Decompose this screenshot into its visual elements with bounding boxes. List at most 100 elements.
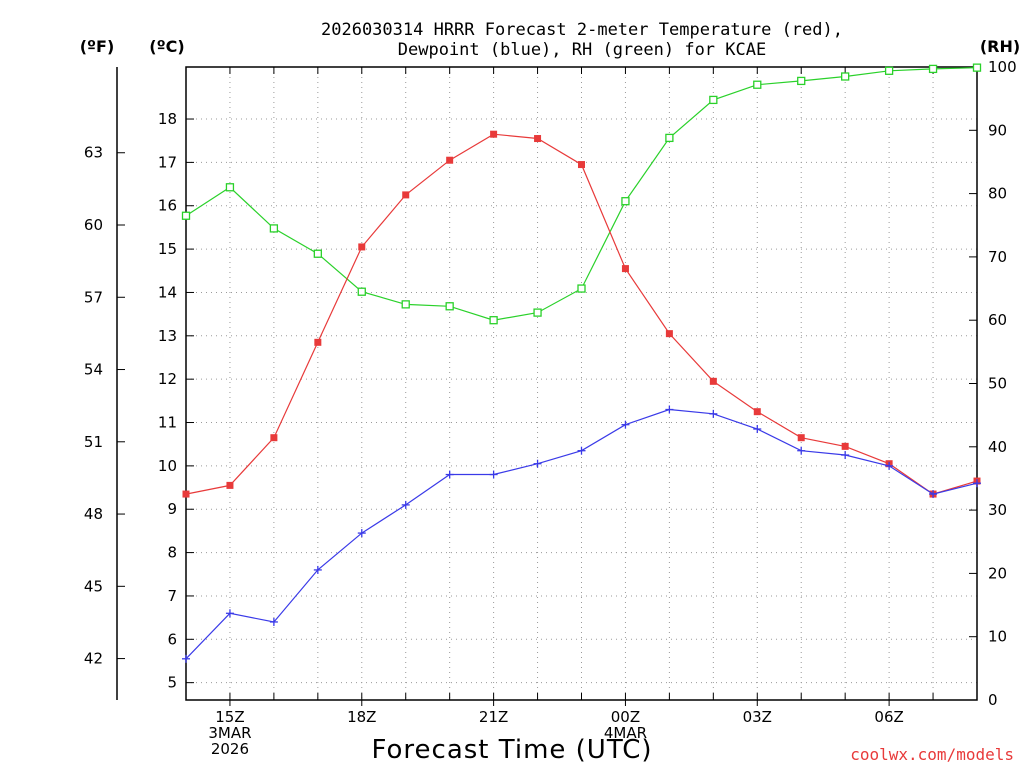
rh-point — [357, 287, 366, 296]
x-tick-label: 03Z — [743, 708, 772, 726]
data-series — [181, 63, 982, 663]
x-tick-label: 21Z — [479, 708, 508, 726]
temperature-point — [621, 265, 629, 273]
credit-text: coolwx.com/models — [850, 745, 1014, 764]
temperature-line — [185, 133, 978, 495]
rh-point — [884, 66, 894, 75]
x-tick-label: 00Z — [611, 708, 640, 726]
temperature-point — [182, 490, 190, 498]
rh-point — [841, 72, 850, 81]
celsius-tick-label: 12 — [158, 370, 177, 388]
dewpoint-point — [533, 459, 542, 468]
fahrenheit-tick-label: 57 — [84, 288, 103, 306]
celsius-axis-unit: (ºC) — [149, 37, 184, 56]
temperature-point — [578, 161, 585, 169]
dewpoint-point — [313, 565, 322, 574]
dewpoint-point — [445, 470, 454, 479]
chart-title-line2: Dewpoint (blue), RH (green) for KCAE — [398, 40, 766, 60]
celsius-tick-label: 10 — [158, 457, 177, 475]
x-tick-label: 15Z — [215, 708, 244, 726]
rh-tick-label: 10 — [988, 628, 1007, 646]
celsius-tick-label: 13 — [158, 327, 177, 345]
temperature-point — [841, 442, 849, 450]
rh-tick-label: 80 — [988, 185, 1007, 203]
fahrenheit-tick-label: 51 — [84, 433, 103, 451]
dewpoint-point — [929, 490, 938, 499]
fahrenheit-tick-label: 48 — [84, 505, 103, 523]
rh-point — [753, 80, 762, 89]
rh-tick-label: 0 — [988, 691, 998, 709]
rh-tick-label: 30 — [988, 501, 1007, 519]
x-tick-label: 06Z — [874, 708, 903, 726]
fahrenheit-tick-label: 45 — [84, 577, 103, 595]
rh-point — [533, 308, 542, 317]
celsius-tick-label: 9 — [167, 500, 177, 518]
series-dewpoint — [182, 405, 981, 663]
dewpoint-point — [269, 617, 278, 626]
rh-tick-label: 60 — [988, 311, 1007, 329]
temperature-point — [753, 408, 761, 416]
rh-tick-label: 70 — [988, 248, 1007, 266]
dewpoint-point — [665, 405, 674, 414]
x-tick-label: 3MAR — [208, 724, 251, 742]
rh-tick-label: 100 — [988, 58, 1017, 76]
temperature-point — [534, 135, 542, 143]
celsius-tick-label: 16 — [158, 197, 177, 215]
dewpoint-point — [797, 446, 806, 455]
temperature-point — [358, 243, 366, 251]
temperature-point — [797, 434, 805, 442]
dewpoint-point — [577, 446, 586, 455]
dewpoint-point — [621, 420, 630, 429]
dewpoint-point — [709, 409, 718, 418]
rh-tick-label: 90 — [988, 121, 1007, 139]
celsius-tick-label: 5 — [167, 674, 177, 692]
x-axis-label: Forecast Time (UTC) — [371, 735, 652, 765]
dewpoint-point — [225, 609, 234, 618]
rh-point — [621, 197, 630, 206]
rh-point — [225, 183, 235, 192]
rh-point — [269, 224, 279, 233]
celsius-tick-label: 14 — [158, 283, 177, 301]
x-tick-label: 2026 — [211, 740, 249, 758]
celsius-tick-label: 15 — [158, 240, 177, 258]
dewpoint-point — [489, 470, 498, 479]
fahrenheit-tick-label: 42 — [84, 650, 103, 668]
rh-point — [665, 133, 674, 143]
rh-point — [709, 95, 718, 105]
temperature-point — [490, 130, 498, 138]
rh-point — [928, 64, 938, 74]
temperature-point — [665, 330, 673, 338]
celsius-tick-label: 17 — [158, 153, 177, 171]
x-tick-label: 18Z — [347, 708, 376, 726]
rh-point — [445, 302, 454, 311]
temperature-point — [226, 481, 234, 489]
celsius-tick-label: 7 — [167, 587, 177, 605]
rh-tick-label: 40 — [988, 438, 1007, 456]
rh-tick-label: 50 — [988, 375, 1007, 393]
temperature-point — [402, 191, 410, 199]
rh-point — [577, 284, 586, 293]
series-rh — [181, 63, 982, 325]
rh-point — [313, 249, 322, 258]
temperature-point — [709, 377, 717, 385]
rh-point — [972, 63, 982, 72]
dewpoint-point — [182, 654, 190, 663]
rh-point — [797, 76, 806, 86]
dewpoint-point — [401, 500, 410, 509]
rh-point — [181, 211, 191, 220]
dewpoint-point — [753, 425, 762, 434]
temperature-point — [314, 338, 322, 346]
rh-axis-unit: (RH) — [980, 37, 1020, 56]
dewpoint-point — [841, 451, 850, 460]
celsius-tick-label: 6 — [167, 630, 177, 648]
dewpoint-point — [357, 529, 366, 538]
temperature-point — [270, 434, 278, 442]
fahrenheit-tick-label: 63 — [84, 144, 103, 162]
rh-point — [489, 316, 498, 325]
x-tick-label: 4MAR — [604, 724, 647, 742]
rh-tick-label: 20 — [988, 564, 1007, 582]
dewpoint-point — [973, 479, 981, 488]
celsius-tick-label: 11 — [158, 414, 177, 432]
